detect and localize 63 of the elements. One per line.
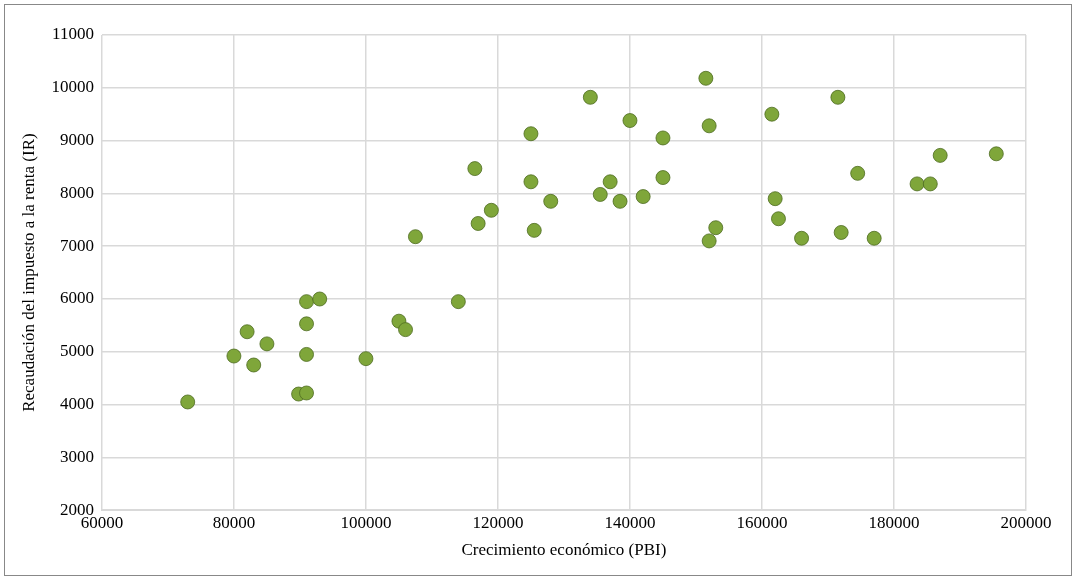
- point: [450, 294, 466, 310]
- x-tick-label: 80000: [212, 512, 256, 532]
- y-tick-label: 8000: [59, 182, 94, 202]
- point: [655, 170, 671, 185]
- y-tick-label: 3000: [59, 446, 94, 466]
- y-tick-label: 4000: [59, 394, 94, 414]
- point: [483, 202, 499, 218]
- point: [830, 89, 846, 105]
- point: [299, 385, 314, 401]
- point: [582, 89, 598, 105]
- point: [767, 191, 783, 207]
- point: [259, 336, 275, 352]
- point: [866, 230, 882, 246]
- x-tick-label: 140000: [604, 512, 656, 532]
- x-tick-label: 200000: [1000, 512, 1052, 532]
- point: [358, 351, 374, 367]
- point: [612, 193, 628, 209]
- point: [909, 176, 925, 192]
- point: [622, 113, 638, 128]
- x-tick-label: 120000: [472, 512, 524, 532]
- y-tick-label: 7000: [59, 235, 94, 255]
- point: [543, 193, 559, 209]
- y-tick-label: 11000: [52, 24, 94, 44]
- point: [771, 211, 786, 227]
- y-tick-label: 6000: [59, 288, 94, 308]
- point: [833, 225, 849, 240]
- x-tick-label: 100000: [340, 512, 392, 532]
- point: [592, 187, 608, 202]
- point: [701, 118, 717, 134]
- y-axis-title: Recaudación del impuesto a la renta (IR): [18, 133, 38, 412]
- point: [239, 324, 255, 340]
- point: [701, 233, 717, 249]
- y-tick-label: 10000: [51, 77, 94, 97]
- point: [635, 189, 651, 204]
- point: [922, 176, 938, 192]
- point: [932, 147, 948, 163]
- point: [408, 229, 423, 245]
- point: [602, 174, 618, 190]
- y-tick-label: 5000: [59, 341, 94, 361]
- x-tick-label: 160000: [736, 512, 788, 532]
- point: [467, 161, 483, 176]
- point: [526, 222, 542, 238]
- point: [523, 126, 539, 142]
- point: [698, 70, 714, 86]
- point: [398, 322, 413, 338]
- point: [850, 165, 866, 181]
- x-tick-label: 180000: [868, 512, 920, 532]
- point: [299, 294, 314, 310]
- point: [708, 220, 724, 236]
- point: [655, 130, 671, 146]
- x-axis-title: Crecimiento económico (PBI): [461, 540, 667, 560]
- point: [299, 316, 314, 332]
- point: [764, 106, 780, 122]
- point: [794, 230, 809, 246]
- point: [312, 291, 328, 307]
- y-tick-label: 9000: [59, 130, 94, 150]
- point: [470, 216, 486, 231]
- point: [226, 348, 242, 364]
- point: [988, 146, 1004, 162]
- point: [246, 357, 262, 373]
- point: [523, 174, 539, 190]
- point: [299, 347, 314, 362]
- point: [180, 394, 196, 410]
